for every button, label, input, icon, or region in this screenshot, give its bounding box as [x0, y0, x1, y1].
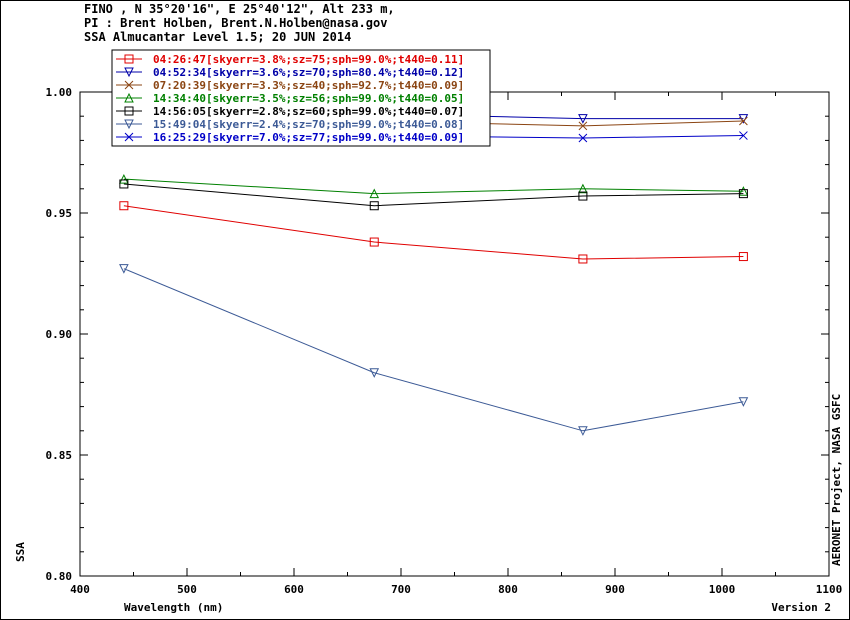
y-tick-label: 1.00: [46, 86, 73, 99]
series-line: [124, 206, 744, 259]
x-tick-label: 800: [498, 583, 518, 596]
series-line: [124, 179, 744, 194]
series-1: [120, 202, 748, 263]
x-axis-label: Wavelength (nm): [124, 601, 223, 614]
legend-label: 04:26:47[skyerr=3.8%;sz=75;sph=99.0%;t44…: [153, 53, 464, 66]
series-line: [124, 269, 744, 431]
y-tick-label: 0.80: [46, 570, 73, 583]
x-tick-label: 1100: [816, 583, 843, 596]
x-tick-label: 1000: [709, 583, 736, 596]
x-tick-label: 700: [391, 583, 411, 596]
aeronet-credit: AERONET Project, NASA GSFC: [830, 394, 843, 566]
legend-label: 14:56:05[skyerr=2.8%;sz=60;sph=99.0%;t44…: [153, 105, 464, 118]
y-tick-label: 0.90: [46, 328, 73, 341]
legend-item: 04:52:34[skyerr=3.6%;sz=70;sph=80.4%;t44…: [116, 66, 464, 79]
y-axis-label: SSA: [14, 542, 27, 562]
legend-item: 04:26:47[skyerr=3.8%;sz=75;sph=99.0%;t44…: [116, 53, 464, 66]
legend-label: 07:20:39[skyerr=3.3%;sz=40;sph=92.7%;t44…: [153, 79, 464, 92]
series-4: [120, 175, 748, 198]
series-line: [124, 184, 744, 206]
legend: 04:26:47[skyerr=3.8%;sz=75;sph=99.0%;t44…: [112, 50, 490, 146]
x-tick-label: 900: [605, 583, 625, 596]
series-6: [120, 265, 748, 435]
version-label: Version 2: [771, 601, 831, 614]
legend-label: 04:52:34[skyerr=3.6%;sz=70;sph=80.4%;t44…: [153, 66, 464, 79]
legend-item: 16:25:29[skyerr=7.0%;sz=77;sph=99.0%;t44…: [116, 131, 464, 144]
y-tick-label: 0.85: [46, 449, 73, 462]
legend-label: 15:49:04[skyerr=2.4%;sz=70;sph=99.0%;t44…: [153, 118, 464, 131]
legend-item: 14:56:05[skyerr=2.8%;sz=60;sph=99.0%;t44…: [116, 105, 464, 118]
legend-label: 14:34:40[skyerr=3.5%;sz=56;sph=99.0%;t44…: [153, 92, 464, 105]
legend-item: 15:49:04[skyerr=2.4%;sz=70;sph=99.0%;t44…: [116, 118, 464, 131]
x-tick-label: 600: [284, 583, 304, 596]
y-tick-label: 0.95: [46, 207, 73, 220]
legend-item: 07:20:39[skyerr=3.3%;sz=40;sph=92.7%;t44…: [116, 79, 464, 92]
legend-item: 14:34:40[skyerr=3.5%;sz=56;sph=99.0%;t44…: [116, 92, 464, 105]
x-tick-label: 400: [70, 583, 90, 596]
x-tick-label: 500: [177, 583, 197, 596]
plot-area: [80, 92, 829, 576]
legend-label: 16:25:29[skyerr=7.0%;sz=77;sph=99.0%;t44…: [153, 131, 464, 144]
